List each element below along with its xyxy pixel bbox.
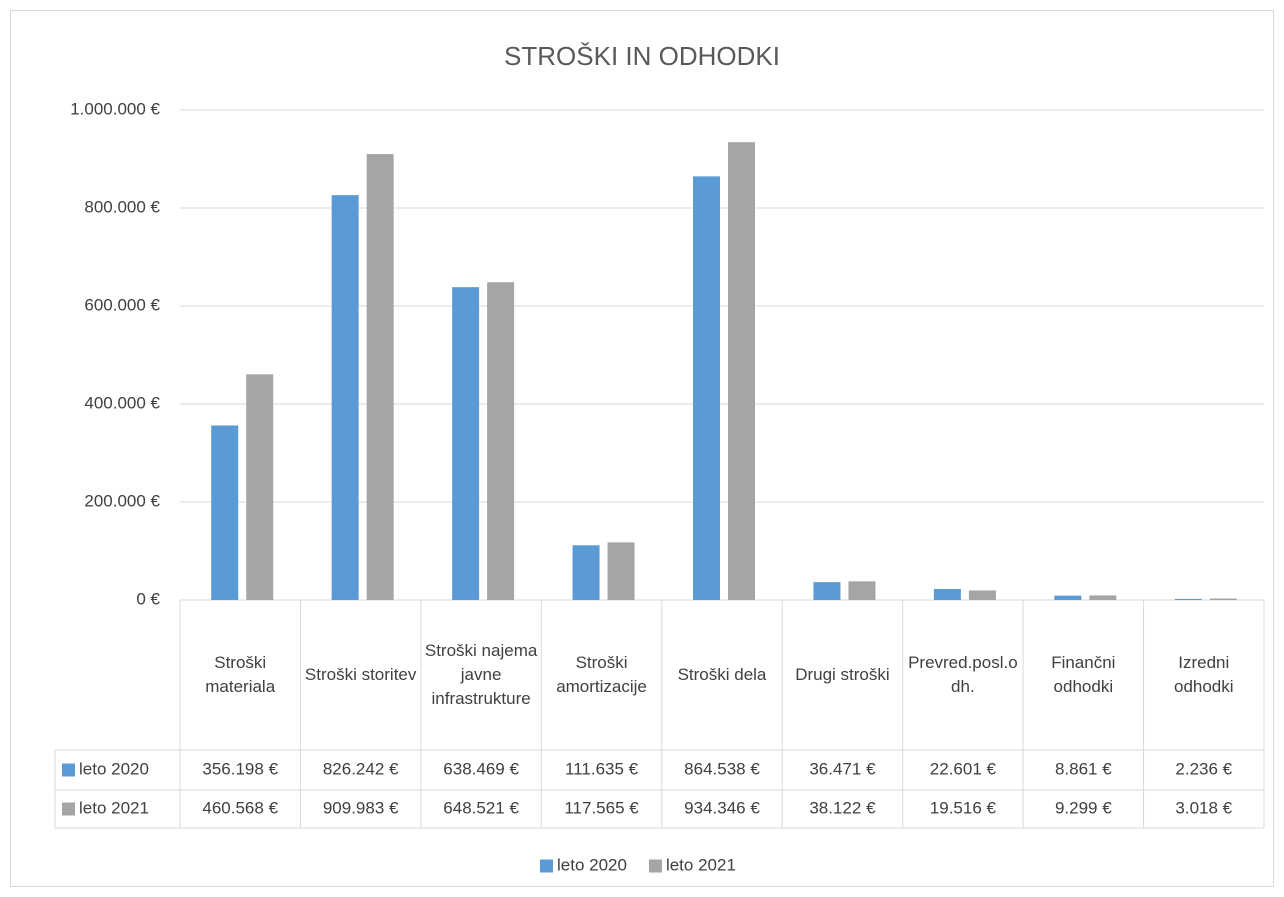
bar: [933, 588, 961, 600]
bar: [813, 582, 841, 600]
x-tick-label: Izredni odhodki: [1173, 653, 1234, 696]
bar: [728, 142, 755, 600]
table-value: 356.198 €: [202, 759, 278, 778]
table-value: 934.346 €: [684, 798, 760, 817]
table-series-name: leto 2020: [79, 759, 149, 778]
bar: [246, 374, 274, 600]
x-tick-label: Prevred.posl.odh.: [908, 653, 1018, 696]
bar: [331, 195, 359, 600]
table-value: 9.299 €: [1055, 798, 1112, 817]
bar: [1089, 595, 1117, 600]
table-value: 8.861 €: [1055, 759, 1112, 778]
bar: [968, 590, 996, 600]
x-tick-label: Stroški dela: [677, 665, 767, 684]
bar: [848, 581, 876, 600]
y-tick-label: 200.000 €: [84, 491, 160, 510]
bar: [1054, 595, 1082, 600]
legend-key: [540, 859, 553, 873]
y-tick-label: 1.000.000 €: [70, 99, 160, 118]
bar: [487, 282, 515, 600]
table-value: 826.242 €: [323, 759, 399, 778]
bar: [211, 425, 239, 600]
table-value: 460.568 €: [202, 798, 278, 817]
chart-border: [10, 10, 1274, 887]
bar: [607, 542, 635, 600]
chart-title: STROŠKI IN ODHODKI: [504, 41, 780, 71]
bar: [366, 154, 394, 600]
table-value: 864.538 €: [684, 759, 760, 778]
y-tick-label: 0 €: [136, 589, 160, 608]
table-value: 36.471 €: [809, 759, 876, 778]
y-tick-label: 800.000 €: [84, 197, 160, 216]
y-tick-label: 400.000 €: [84, 393, 160, 412]
legend-label: leto 2020: [557, 855, 627, 874]
bar: [1209, 598, 1237, 600]
legend-label: leto 2021: [666, 855, 736, 874]
table-value: 638.469 €: [443, 759, 519, 778]
table-value: 648.521 €: [443, 798, 519, 817]
table-value: 909.983 €: [323, 798, 399, 817]
y-tick-label: 600.000 €: [84, 295, 160, 314]
table-value: 38.122 €: [809, 798, 876, 817]
x-tick-label: Stroški storitev: [304, 665, 417, 684]
x-tick-label: Stroški najema javne infrastrukture: [424, 641, 538, 708]
table-value: 111.635 €: [565, 759, 639, 778]
table-series-name: leto 2021: [79, 798, 149, 817]
x-tick-label: Stroški amortizacije: [556, 653, 647, 696]
table-value: 117.565 €: [564, 798, 639, 817]
legend-key: [648, 859, 662, 873]
bar: [572, 545, 600, 600]
x-tick-label: Stroški materiala: [205, 653, 276, 696]
table-value: 2.236 €: [1175, 759, 1232, 778]
table-legend-key: [62, 763, 75, 777]
bar: [693, 176, 720, 600]
table-value: 22.601 €: [930, 759, 997, 778]
table-value: 19.516 €: [930, 798, 997, 817]
table-legend-key: [62, 802, 75, 816]
x-tick-label: Finančni odhodki: [1051, 653, 1116, 696]
bar: [1174, 598, 1202, 600]
x-tick-label: Drugi stroški: [795, 665, 890, 684]
bar: [452, 287, 480, 600]
table-value: 3.018 €: [1175, 798, 1232, 817]
